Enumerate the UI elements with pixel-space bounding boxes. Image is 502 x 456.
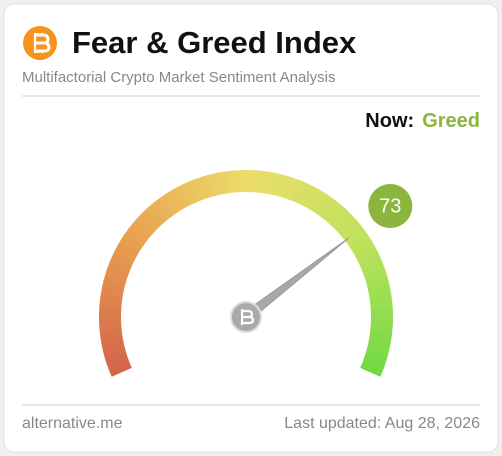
now-label: Now: <box>365 110 414 132</box>
gauge-arc-segment <box>99 312 122 321</box>
gauge-arc-segment <box>318 197 338 220</box>
hub-bitcoin-icon <box>240 309 255 325</box>
gauge-arc-segment <box>104 351 128 365</box>
gauge-arc-segment <box>103 274 127 287</box>
gauge-arc-segment <box>107 261 131 277</box>
gauge-arc-segment <box>360 256 384 272</box>
gauge-arc-segment <box>177 183 194 207</box>
gauge-arc-segment <box>289 179 304 203</box>
gauge-arc-segment <box>267 172 280 196</box>
gauge-arc-segment <box>349 234 372 252</box>
gauge-arc-segment <box>327 205 348 227</box>
gauge-arc-segment <box>111 250 135 266</box>
gauge-arc-segment <box>233 170 242 193</box>
gauge-arc-segment <box>171 186 189 210</box>
gauge-arc-segment <box>363 352 388 366</box>
gauge-arc-segment <box>109 256 133 271</box>
gauge-arc-segment <box>273 173 286 197</box>
gauge-arc-segment <box>160 193 179 216</box>
gauge-arc-segment <box>367 281 391 293</box>
gauge-arc-segment <box>313 193 333 216</box>
gauge-arc-segment <box>331 209 352 231</box>
gauge-arc-segment <box>365 346 389 360</box>
gauge-arc-segment <box>101 280 125 293</box>
gauge-arc-segment <box>246 170 254 193</box>
gauge-arc-segment <box>201 174 215 198</box>
gauge-arc-segment <box>140 208 162 230</box>
gauge-arc-segment <box>155 196 175 219</box>
gauge-arc-segment <box>262 171 273 195</box>
source: alternative.me <box>22 415 123 432</box>
gauge-arc-segment <box>108 361 132 377</box>
gauge-arc-segment <box>166 189 184 213</box>
title: Fear & Greed Index <box>72 25 357 60</box>
gauge-arc-segment <box>364 268 388 283</box>
gauge-arc-segment <box>339 218 361 239</box>
subtitle: Multifactorial Crypto Market Sentiment A… <box>22 69 335 86</box>
gauge-arc-segment <box>136 213 158 234</box>
gauge-arc-segment <box>365 275 389 288</box>
gauge-arc-segment <box>150 200 170 222</box>
gauge-arc-segment <box>106 356 130 371</box>
gauge-arc-segment <box>309 190 327 213</box>
last-updated: Last updated: Aug 28, 2026 <box>284 415 480 432</box>
gauge-arc-segment <box>304 187 322 210</box>
gauge-arc-segment <box>114 244 138 261</box>
gauge-arc-segment <box>120 233 144 252</box>
gauge-arc-segment <box>357 251 381 267</box>
gauge-arc-segment <box>103 346 127 359</box>
gauge-arc-segment <box>145 204 166 226</box>
gauge-arc-segment <box>128 223 150 243</box>
gauge-arc-segment <box>368 336 392 347</box>
value-bubble <box>368 184 413 229</box>
gauge-arc-segment <box>278 175 292 199</box>
gauge-arc-segment <box>239 170 247 193</box>
gauge-arc-segment <box>195 176 209 200</box>
gauge-arc-segment <box>99 324 122 334</box>
gauge-arc-segment <box>346 228 369 248</box>
value-label: 73 <box>379 195 401 217</box>
now: Now: Greed <box>365 110 480 132</box>
classification: Greed <box>422 110 480 132</box>
gauge-arc-segment <box>362 262 386 277</box>
gauge-arc-segment <box>100 286 124 298</box>
gauge-arc-segment <box>99 318 122 327</box>
gauge-arc-segment <box>367 341 391 354</box>
gauge-arc-segment <box>189 178 204 202</box>
gauge-arc-segment <box>355 245 378 262</box>
bitcoin-logo <box>23 26 57 60</box>
gauge-arc-segment <box>294 181 310 205</box>
gauge-arc-segment <box>117 238 141 257</box>
gauge-arc-segment <box>369 330 393 341</box>
gauge-arc-segment <box>299 184 316 207</box>
gauge-arc-segment <box>370 300 393 310</box>
gauge-arc-segment <box>183 181 199 205</box>
gauge-arc-segment <box>370 313 393 322</box>
gauge: 73 <box>99 170 413 377</box>
gauge-arc-segment <box>370 307 393 315</box>
gauge-arc-segment <box>322 201 343 223</box>
gauge-arc-segment <box>132 218 154 238</box>
gauge-arc-segment <box>360 362 383 377</box>
gauge-arc-segment <box>284 176 298 201</box>
gauge-arc-segment <box>207 173 220 197</box>
gauge-arc-segment <box>101 340 125 353</box>
gauge-arc-segment <box>105 268 129 282</box>
gauge-arc-segment <box>124 228 147 247</box>
gauge-arc-segment <box>362 357 386 372</box>
gauge-arc-segment <box>335 214 357 235</box>
gauge-arc-segment <box>226 170 236 194</box>
gauge-arc-segment <box>99 293 123 304</box>
gauge-arc-segment <box>352 239 375 257</box>
